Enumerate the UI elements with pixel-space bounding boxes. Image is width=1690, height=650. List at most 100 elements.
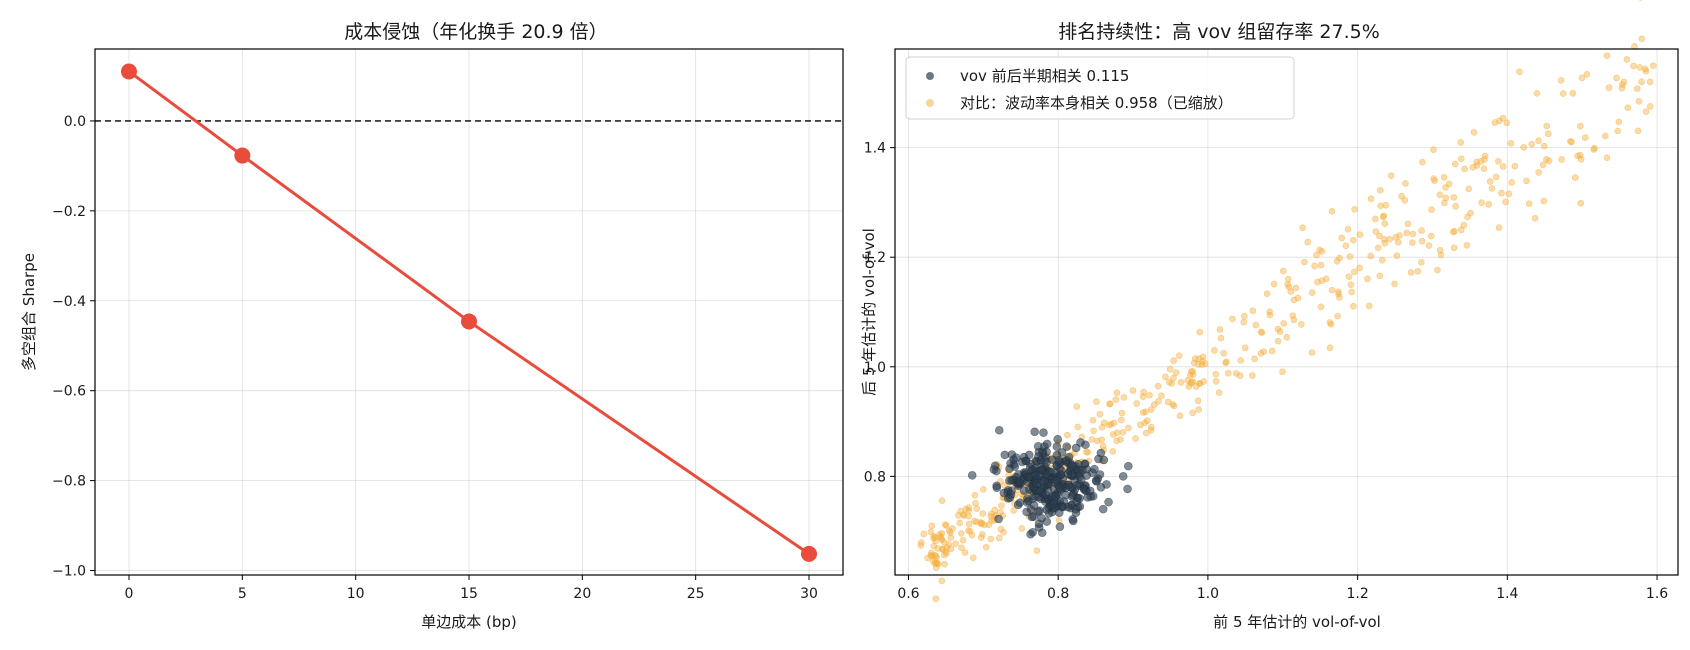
volatility-point — [1623, 56, 1631, 63]
volatility-point — [1460, 221, 1468, 229]
volatility-point — [1276, 328, 1284, 335]
left-x-tick-label: 15 — [460, 586, 478, 602]
left-y-tick-label: −1.0 — [52, 564, 86, 580]
volatility-point — [1614, 127, 1622, 135]
volatility-point — [1499, 114, 1507, 122]
volatility-point — [1418, 237, 1426, 245]
left-x-tick-label: 20 — [573, 586, 591, 602]
volatility-point — [956, 519, 963, 527]
volatility-point — [1119, 429, 1127, 436]
left-y-tick-label: −0.4 — [52, 294, 86, 310]
volatility-point — [1142, 429, 1150, 437]
volatility-point — [1567, 138, 1574, 145]
volatility-point — [1381, 220, 1389, 227]
volatility-point — [1437, 251, 1445, 259]
volatility-point — [1615, 118, 1623, 126]
volatility-point — [987, 535, 995, 543]
volatility-point — [954, 512, 962, 519]
volatility-point — [1113, 437, 1120, 445]
volatility-point — [1240, 318, 1248, 326]
volatility-point — [1351, 206, 1358, 213]
volatility-point — [1351, 268, 1358, 276]
legend-marker-vov — [926, 72, 934, 80]
volatility-point — [1190, 359, 1198, 367]
volatility-point — [1473, 162, 1481, 169]
volatility-point — [1289, 312, 1297, 319]
volatility-point — [1347, 281, 1355, 289]
volatility-point — [1132, 435, 1139, 442]
volatility-point — [1237, 357, 1244, 364]
volatility-point — [930, 557, 937, 565]
volatility-point — [1603, 154, 1611, 162]
volatility-point — [1535, 169, 1543, 176]
volatility-point — [1630, 62, 1637, 70]
left-series — [121, 63, 817, 562]
volatility-point — [1148, 406, 1155, 413]
left-x-tick-label: 5 — [238, 586, 247, 602]
volatility-point — [1409, 230, 1417, 238]
volatility-point — [1326, 344, 1334, 352]
right-ticks: 0.6 0.8 1.0 1.2 1.4 1.6 0.8 1.0 1.2 1.4 — [864, 141, 1669, 602]
volatility-point — [1217, 334, 1225, 342]
volatility-point — [1407, 269, 1415, 276]
right-y-tick-label: 0.8 — [864, 469, 886, 485]
volatility-point — [1280, 320, 1288, 327]
vov-point — [1076, 438, 1085, 447]
volatility-point — [1064, 431, 1071, 439]
volatility-point — [973, 518, 980, 526]
volatility-point — [1430, 175, 1437, 182]
volatility-point — [1613, 74, 1620, 82]
volatility-point — [1465, 185, 1473, 193]
volatility-point — [1350, 302, 1357, 310]
right-x-axis-label: 前 5 年估计的 vol-of-vol — [1213, 613, 1381, 631]
volatility-point — [1464, 213, 1471, 221]
volatility-point — [1533, 90, 1541, 97]
volatility-point — [1535, 137, 1542, 145]
volatility-point — [1523, 177, 1530, 185]
volatility-point — [1543, 122, 1551, 130]
volatility-point — [928, 549, 935, 557]
sharpe-point — [801, 545, 817, 562]
left-y-axis-label: 多空组合 Sharpe — [20, 253, 38, 371]
vov-point — [1074, 465, 1084, 475]
volatility-point — [1488, 185, 1496, 192]
volatility-point — [1559, 90, 1567, 97]
volatility-point — [1381, 236, 1388, 243]
volatility-point — [1394, 238, 1402, 246]
volatility-point — [1314, 278, 1321, 286]
vov-point — [1019, 486, 1029, 495]
volatility-point — [1520, 144, 1527, 151]
volatility-point — [940, 551, 948, 559]
right-y-tick-label: 1.2 — [864, 250, 886, 266]
volatility-point — [1387, 172, 1395, 180]
vov-point — [989, 465, 999, 474]
vov-point — [1024, 450, 1034, 460]
vov-point — [1053, 434, 1062, 444]
volatility-point — [1461, 165, 1468, 173]
vov-point — [1118, 472, 1128, 481]
volatility-point — [1558, 156, 1565, 163]
volatility-point — [996, 534, 1003, 542]
volatility-point — [1170, 402, 1178, 410]
volatility-point — [932, 595, 940, 603]
vov-point — [1004, 494, 1013, 503]
volatility-point — [982, 543, 990, 551]
volatility-point — [1491, 119, 1499, 126]
volatility-point — [1334, 312, 1341, 320]
volatility-point — [1010, 507, 1017, 514]
volatility-point — [1591, 144, 1598, 152]
left-y-tick-label: −0.2 — [52, 204, 86, 220]
volatility-point — [1168, 380, 1176, 387]
volatility-point — [1463, 241, 1471, 249]
volatility-point — [1603, 52, 1611, 60]
volatility-point — [1033, 547, 1041, 554]
left-ticks: 0 5 10 15 20 25 30 0.0 −0.2 −0.4 −0.6 −0.8 −1.0 — [52, 114, 818, 602]
volatility-point — [1170, 374, 1177, 382]
volatility-point — [1074, 423, 1082, 431]
volatility-point — [1189, 367, 1196, 375]
volatility-point — [1377, 202, 1384, 210]
volatility-point — [1195, 406, 1203, 413]
vov-point — [1096, 482, 1106, 492]
volatility-point — [1118, 409, 1126, 417]
volatility-point — [1642, 67, 1650, 75]
